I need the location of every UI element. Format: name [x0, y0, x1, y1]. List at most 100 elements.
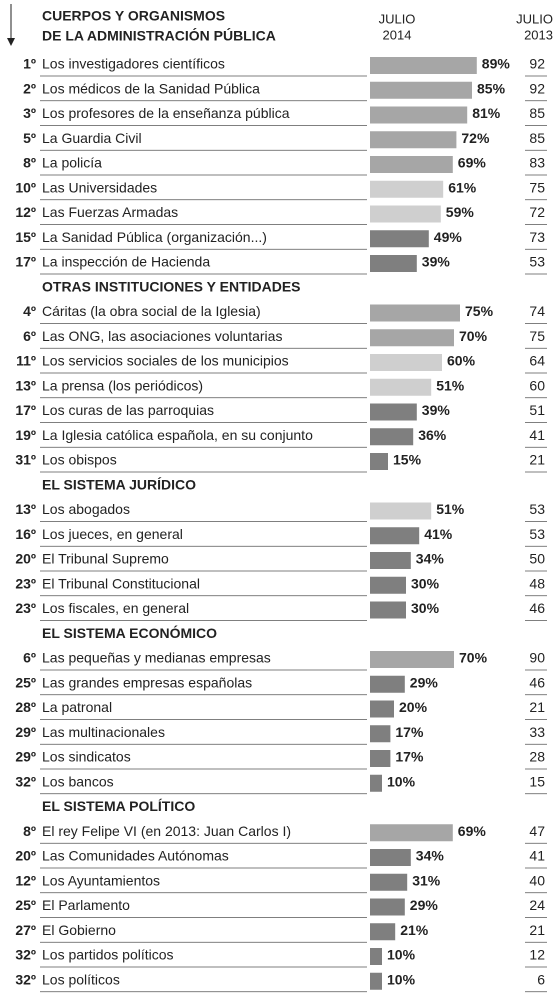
rank: 3º — [23, 105, 36, 121]
rank: 23º — [15, 575, 36, 591]
row-label: La Sanidad Pública (organización...) — [42, 229, 267, 245]
prev-value: 46 — [529, 674, 545, 690]
prev-value: 53 — [529, 254, 545, 270]
prev-value: 64 — [529, 353, 545, 369]
bar — [370, 700, 394, 718]
bar — [370, 57, 477, 74]
row-label: Las grandes empresas españolas — [42, 674, 252, 690]
rank: 17º — [15, 254, 36, 270]
bar — [370, 774, 382, 792]
value-label: 59% — [446, 204, 475, 220]
prev-value: 74 — [529, 303, 545, 319]
column-header: JULIO — [516, 11, 553, 26]
prev-value: 12 — [529, 947, 545, 963]
value-label: 17% — [395, 724, 424, 740]
bar — [370, 923, 396, 941]
prev-value: 24 — [529, 897, 545, 913]
rank: 20º — [15, 848, 36, 864]
bar — [370, 972, 382, 990]
prev-value: 85 — [529, 105, 545, 121]
prev-value: 85 — [529, 130, 545, 146]
row-label: El Tribunal Supremo — [42, 551, 169, 567]
prev-value: 72 — [529, 204, 545, 220]
rank: 27º — [15, 922, 36, 938]
value-label: 29% — [410, 674, 439, 690]
value-label: 49% — [434, 229, 463, 245]
row-label: La Guardia Civil — [42, 130, 142, 146]
row-label: Los políticos — [42, 971, 120, 987]
row-label: Los sindicatos — [42, 749, 131, 765]
prev-value: 75 — [529, 179, 545, 195]
rank: 10º — [15, 179, 36, 195]
bar — [370, 378, 432, 396]
value-label: 39% — [422, 254, 451, 270]
rank: 32º — [15, 971, 36, 987]
rank: 2º — [23, 80, 36, 96]
prev-value: 75 — [529, 328, 545, 344]
rank: 13º — [15, 501, 36, 517]
value-label: 21% — [400, 922, 429, 938]
value-label: 10% — [387, 947, 416, 963]
bar — [370, 230, 429, 248]
value-label: 72% — [461, 130, 490, 146]
rank: 20º — [15, 551, 36, 567]
bar — [370, 106, 468, 124]
prev-value: 41 — [529, 427, 545, 443]
rank: 8º — [23, 823, 36, 839]
rank: 17º — [15, 402, 36, 418]
value-label: 41% — [424, 526, 453, 542]
bar — [370, 428, 414, 446]
value-label: 10% — [387, 773, 416, 789]
bar — [370, 255, 417, 272]
rank: 32º — [15, 773, 36, 789]
rank: 15º — [15, 229, 36, 245]
prev-value: 21 — [529, 922, 545, 938]
row-label: Los servicios sociales de los municipios — [42, 353, 289, 369]
value-label: 70% — [459, 328, 488, 344]
prev-value: 33 — [529, 724, 545, 740]
row-label: La policía — [42, 155, 102, 171]
rank: 6º — [23, 650, 36, 666]
value-label: 60% — [447, 353, 476, 369]
value-label: 34% — [416, 848, 445, 864]
rank: 32º — [15, 947, 36, 963]
bar — [370, 527, 420, 545]
rank: 25º — [15, 674, 36, 690]
rank: 23º — [15, 600, 36, 616]
prev-value: 46 — [529, 600, 545, 616]
row-label: Las pequeñas y medianas empresas — [42, 650, 271, 666]
rank: 4º — [23, 303, 36, 319]
bar — [370, 601, 406, 619]
row-label: Las Universidades — [42, 179, 157, 195]
row-label: Los profesores de la enseñanza pública — [42, 105, 290, 121]
rank: 8º — [23, 155, 36, 171]
value-label: 20% — [399, 699, 428, 715]
row-label: La inspección de Hacienda — [42, 254, 210, 270]
value-label: 36% — [418, 427, 447, 443]
bar — [370, 824, 453, 842]
prev-value: 47 — [529, 823, 545, 839]
row-label: El Tribunal Constitucional — [42, 575, 200, 591]
value-label: 34% — [416, 551, 445, 567]
prev-value: 21 — [529, 699, 545, 715]
prev-value: 48 — [529, 575, 545, 591]
row-label: El Gobierno — [42, 922, 116, 938]
arrow-head — [7, 38, 15, 46]
bar — [370, 205, 441, 223]
row-label: La prensa (los periódicos) — [42, 377, 203, 393]
rank: 28º — [15, 699, 36, 715]
bar — [370, 898, 405, 916]
row-label: Los bancos — [42, 773, 114, 789]
rank: 13º — [15, 377, 36, 393]
value-label: 75% — [465, 303, 494, 319]
row-label: Los fiscales, en general — [42, 600, 189, 616]
section-title: EL SISTEMA ECONÓMICO — [42, 624, 217, 641]
rank: 1º — [23, 56, 36, 72]
row-label: Las Comunidades Autónomas — [42, 848, 229, 864]
row-label: Cáritas (la obra social de la Iglesia) — [42, 303, 261, 319]
value-label: 70% — [459, 650, 488, 666]
value-label: 30% — [411, 575, 440, 591]
row-label: Las Fuerzas Armadas — [42, 204, 178, 220]
bar — [370, 403, 417, 421]
section-title: OTRAS INSTITUCIONES Y ENTIDADES — [42, 278, 301, 294]
